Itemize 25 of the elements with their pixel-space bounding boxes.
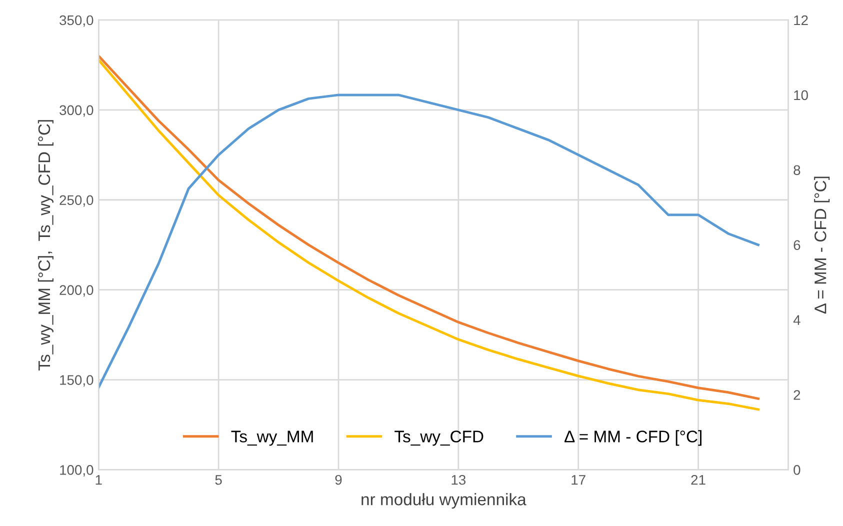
x-tick-label: 21 bbox=[691, 474, 706, 485]
y-tick-label: 200,0 bbox=[60, 285, 94, 297]
y2-tick-label: 8 bbox=[794, 165, 800, 176]
y-tick-label: 300,0 bbox=[60, 105, 94, 117]
y-tick-label: 150,0 bbox=[60, 375, 94, 387]
legend-label: Ts_wy_CFD bbox=[394, 430, 484, 446]
y2-tick-label: 6 bbox=[794, 240, 800, 250]
y-tick-label: 100,0 bbox=[60, 465, 94, 477]
y2-tick-label: 0 bbox=[794, 465, 800, 475]
y-tick-label: 350,0 bbox=[60, 15, 94, 27]
x-axis-title: nr modułu wymiennika bbox=[362, 493, 526, 509]
x-tick-label: 1 bbox=[96, 475, 102, 485]
y2-tick-label: 12 bbox=[794, 15, 808, 26]
legend-label: Ts_wy_MM bbox=[231, 430, 313, 446]
y2-tick-label: 10 bbox=[794, 90, 808, 100]
x-tick-label: 17 bbox=[572, 475, 586, 485]
y-tick-label: 250,0 bbox=[60, 195, 94, 207]
y2-axis-title: Δ = MM - CFD [°C] bbox=[814, 176, 830, 314]
legend-label: Δ = MM - CFD [°C] bbox=[564, 430, 702, 446]
x-tick-label: 5 bbox=[215, 475, 222, 485]
y2-tick-label: 2 bbox=[794, 390, 800, 400]
x-tick-label: 13 bbox=[452, 474, 466, 485]
y2-tick-label: 4 bbox=[793, 315, 800, 325]
y-axis-title: Ts_wy_MM [°C], Ts_wy_CFD [°C] bbox=[38, 120, 54, 370]
x-tick-label: 9 bbox=[335, 474, 342, 485]
